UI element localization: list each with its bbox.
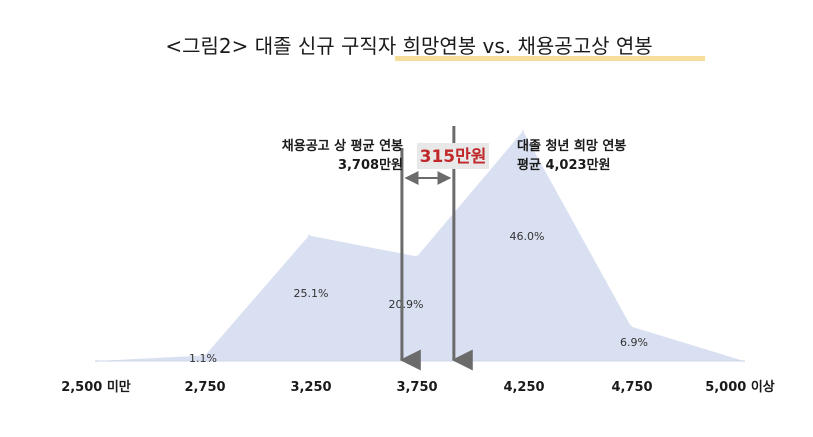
gap-label: 315만원 <box>420 147 487 167</box>
area-point <box>416 255 418 258</box>
data-label: 1.1% <box>189 352 217 365</box>
x-tick-label: 5,000 이상 <box>705 379 775 395</box>
job-posting-avg-value: 3,708만원 <box>338 157 403 173</box>
x-tick-label: 4,250 <box>503 380 544 395</box>
x-tick-label: 3,750 <box>396 380 437 395</box>
data-label: 25.1% <box>294 287 329 300</box>
data-labels: 1.1% 25.1% 20.9% 46.0% 6.9% <box>189 230 648 365</box>
data-label: 46.0% <box>510 230 545 243</box>
x-tick-label: 2,750 <box>184 380 225 395</box>
area-point <box>522 130 524 132</box>
x-tick-labels: 2,500 미만 2,750 3,250 3,750 4,250 4,750 5,000 이… <box>61 379 775 395</box>
area-point <box>308 234 310 237</box>
area-series <box>96 131 744 361</box>
chart-title: <그림2> 대졸 신규 구직자 희망연봉 vs. 채용공고상 연봉 <box>165 34 652 58</box>
desired-salary-value: 평균 4,023만원 <box>517 157 611 173</box>
x-tick-label: 3,250 <box>290 380 331 395</box>
data-label: 20.9% <box>389 298 424 311</box>
gap-label-box <box>417 143 489 169</box>
area-point <box>630 325 632 328</box>
title-underline <box>395 56 705 61</box>
data-label: 6.9% <box>620 336 648 349</box>
x-tick-label: 2,500 미만 <box>61 379 131 395</box>
area-point <box>204 354 206 357</box>
x-tick-label: 4,750 <box>611 380 652 395</box>
desired-salary-label: 대졸 청년 희망 연봉 <box>517 138 626 154</box>
job-posting-avg-label: 채용공고 상 평균 연봉 <box>282 138 403 154</box>
